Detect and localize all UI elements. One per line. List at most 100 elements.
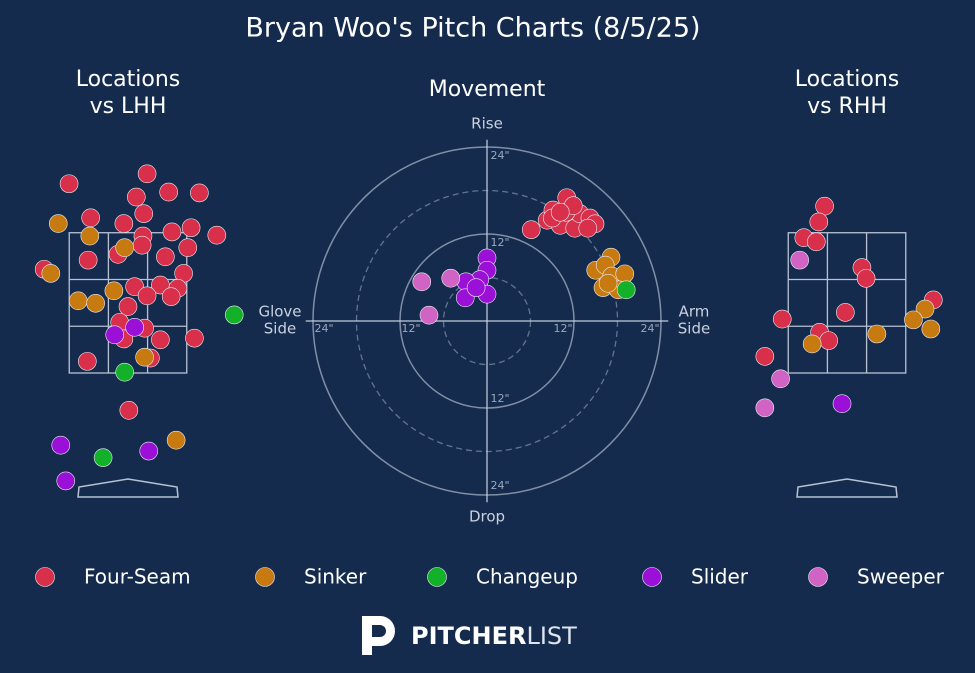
axis-label: Rise xyxy=(471,115,503,133)
pitch-point xyxy=(181,218,201,238)
pitch-point xyxy=(132,235,152,255)
pitch-point xyxy=(115,238,134,257)
x-tick-label: 24" xyxy=(314,322,333,335)
pitch-point xyxy=(56,471,76,491)
pitch-point xyxy=(80,226,100,246)
pitch-point xyxy=(755,347,775,366)
pitch-point xyxy=(115,362,134,382)
pitch-point xyxy=(104,281,124,301)
pitch-point xyxy=(921,319,941,339)
axis-label: Side xyxy=(678,320,710,338)
pitch-point xyxy=(114,214,134,233)
x-tick-label: 12" xyxy=(553,322,572,335)
pitch-point xyxy=(615,264,635,284)
pitch-point xyxy=(68,291,88,311)
axis-label: Glove xyxy=(258,303,301,321)
pitch-point xyxy=(856,269,876,288)
legend-label: Four-Seam xyxy=(84,565,191,589)
panel-title: Locations xyxy=(795,67,900,92)
pitch-point xyxy=(578,218,598,238)
pitch-point xyxy=(125,318,144,337)
pitch-point xyxy=(151,330,170,350)
pitch-point xyxy=(832,394,852,414)
pitch-point xyxy=(156,247,175,267)
pitch-point xyxy=(185,328,204,348)
legend-marker xyxy=(255,567,275,587)
brand: PITCHERLIST xyxy=(411,622,577,650)
x-tick-label: 24" xyxy=(640,322,659,335)
page-title: Bryan Woo's Pitch Charts (8/5/25) xyxy=(245,13,700,44)
pitch-point xyxy=(802,334,822,354)
pitch-point xyxy=(441,268,461,288)
pitch-point xyxy=(134,204,154,223)
pitch-point xyxy=(904,310,923,330)
pitch-point xyxy=(915,299,935,319)
pitch-point xyxy=(59,174,79,194)
x-tick-label: 12" xyxy=(401,322,420,335)
pitch-point xyxy=(137,286,157,306)
pitch-point xyxy=(48,214,68,233)
logo: PITCHERLIST xyxy=(362,616,577,655)
pitch-point xyxy=(771,369,790,389)
pitch-point xyxy=(550,202,570,222)
axis-label: Side xyxy=(264,320,296,338)
pitch-point xyxy=(137,164,157,184)
pitch-point xyxy=(135,347,154,367)
y-tick-label: 24" xyxy=(490,479,509,492)
pitch-point xyxy=(790,250,809,270)
pitch-point xyxy=(412,272,432,292)
pitch-point xyxy=(81,208,100,228)
axis-label: Arm xyxy=(679,303,710,321)
pitch-point xyxy=(419,305,439,325)
pitch-point xyxy=(105,325,125,345)
legend-label: Slider xyxy=(691,565,749,589)
pitch-point xyxy=(93,448,113,467)
pitch-point xyxy=(836,303,855,322)
pitch-point xyxy=(41,264,61,283)
pitch-point xyxy=(806,232,826,252)
pitch-point xyxy=(178,238,198,257)
pitch-point xyxy=(521,220,541,239)
pitch-point xyxy=(159,182,178,202)
legend-label: Sweeper xyxy=(857,565,945,589)
strike-zone xyxy=(787,232,907,374)
pitch-point xyxy=(867,324,887,344)
pitch-point xyxy=(207,225,227,245)
pitch-point xyxy=(78,352,97,371)
legend-marker xyxy=(427,567,447,587)
pitch-point xyxy=(127,187,146,207)
legend-marker xyxy=(35,567,55,587)
panel-title: Locations xyxy=(76,67,181,92)
pitch-point xyxy=(224,305,244,325)
pitch-point xyxy=(809,212,829,232)
pitch-point xyxy=(598,273,618,293)
pitch-point xyxy=(51,435,71,455)
panel-title: vs LHH xyxy=(90,94,167,119)
pitch-point xyxy=(119,401,139,420)
pitch-point xyxy=(162,222,182,242)
y-tick-label: 12" xyxy=(490,392,509,405)
pitch-point xyxy=(139,441,159,461)
pitch-point xyxy=(118,297,138,316)
legend-marker xyxy=(808,567,828,587)
pitch-point xyxy=(616,280,636,300)
panel-title: Movement xyxy=(429,77,546,102)
legend-marker xyxy=(642,567,662,587)
legend-label: Changeup xyxy=(476,565,578,589)
y-tick-label: 24" xyxy=(490,149,509,162)
pitch-point xyxy=(819,331,839,350)
pitch-point xyxy=(755,398,775,418)
pitch-point xyxy=(772,309,792,329)
pitch-point xyxy=(78,250,98,270)
legend-label: Sinker xyxy=(304,565,367,589)
panel-title: vs RHH xyxy=(807,94,887,119)
pitch-point xyxy=(190,183,209,203)
pitch-point xyxy=(466,278,486,297)
axis-label: Drop xyxy=(469,508,505,526)
pitch-point xyxy=(815,196,834,216)
plate xyxy=(77,478,898,498)
pitch-point xyxy=(166,430,186,450)
pitch-point xyxy=(161,287,181,306)
y-tick-label: 12" xyxy=(490,236,509,249)
